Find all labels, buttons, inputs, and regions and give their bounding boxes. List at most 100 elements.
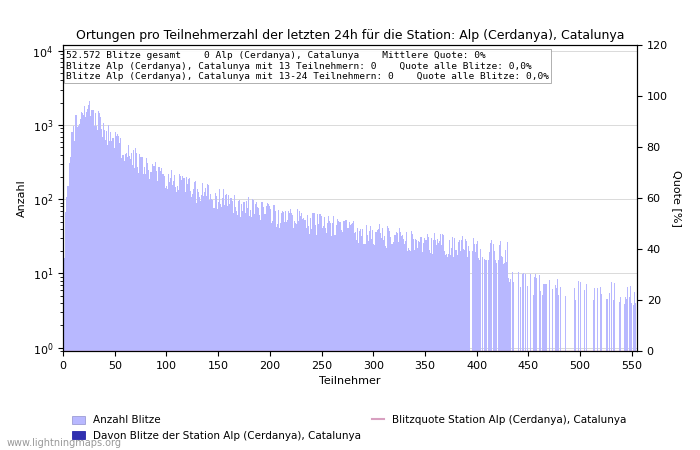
- Bar: [104, 130, 105, 450]
- Bar: [449, 240, 450, 450]
- Bar: [78, 126, 79, 450]
- Bar: [533, 296, 534, 450]
- Bar: [225, 195, 226, 450]
- Bar: [134, 168, 135, 450]
- Bar: [433, 240, 434, 450]
- Bar: [270, 209, 272, 450]
- Bar: [68, 186, 69, 450]
- Bar: [586, 284, 587, 450]
- Bar: [114, 148, 116, 450]
- Bar: [625, 297, 626, 450]
- Bar: [414, 250, 415, 450]
- Bar: [77, 127, 78, 450]
- Bar: [430, 238, 432, 450]
- Bar: [454, 238, 456, 450]
- Bar: [391, 244, 393, 450]
- Title: Ortungen pro Teilnehmerzahl der letzten 24h für die Station: Alp (Cerdanya), Cat: Ortungen pro Teilnehmerzahl der letzten …: [76, 29, 624, 42]
- Bar: [527, 286, 528, 450]
- Bar: [478, 258, 480, 450]
- Bar: [127, 145, 129, 450]
- Bar: [405, 241, 406, 450]
- Bar: [141, 157, 142, 450]
- Bar: [419, 242, 420, 450]
- Bar: [340, 222, 341, 450]
- Bar: [630, 287, 631, 450]
- Bar: [235, 207, 236, 450]
- Bar: [468, 246, 469, 450]
- Bar: [614, 283, 615, 450]
- Bar: [237, 216, 238, 450]
- Bar: [295, 223, 296, 450]
- Bar: [383, 240, 384, 450]
- Bar: [69, 163, 70, 450]
- Bar: [543, 284, 545, 450]
- Text: www.lightningmaps.org: www.lightningmaps.org: [7, 438, 122, 448]
- Bar: [488, 260, 489, 450]
- Bar: [272, 221, 274, 450]
- Bar: [125, 153, 127, 450]
- Bar: [476, 243, 477, 450]
- Bar: [102, 137, 103, 450]
- Bar: [289, 213, 290, 450]
- Bar: [335, 225, 337, 450]
- Bar: [332, 223, 333, 450]
- Bar: [145, 175, 146, 450]
- Bar: [287, 220, 288, 450]
- Bar: [285, 211, 286, 450]
- Bar: [597, 288, 598, 450]
- Bar: [539, 275, 540, 450]
- Bar: [318, 224, 319, 450]
- Bar: [387, 226, 388, 450]
- Bar: [284, 222, 285, 450]
- Bar: [629, 297, 630, 450]
- Bar: [359, 231, 360, 450]
- Bar: [461, 240, 462, 450]
- Bar: [177, 186, 178, 450]
- Bar: [443, 235, 444, 450]
- Bar: [381, 238, 382, 450]
- Bar: [183, 178, 185, 450]
- Bar: [417, 248, 419, 450]
- Bar: [626, 299, 627, 450]
- Bar: [496, 263, 497, 450]
- Bar: [540, 291, 541, 450]
- Bar: [203, 196, 204, 450]
- Bar: [593, 300, 594, 450]
- Bar: [382, 228, 383, 450]
- Bar: [276, 224, 278, 450]
- Bar: [372, 230, 373, 450]
- Bar: [365, 225, 367, 450]
- Bar: [85, 117, 86, 450]
- Bar: [549, 280, 550, 450]
- Bar: [142, 157, 144, 450]
- Bar: [66, 185, 68, 450]
- Bar: [252, 198, 253, 450]
- Bar: [103, 123, 104, 450]
- Bar: [189, 178, 190, 450]
- Bar: [166, 186, 167, 450]
- Bar: [501, 256, 502, 450]
- Bar: [239, 200, 240, 450]
- Bar: [132, 165, 133, 450]
- Bar: [389, 231, 391, 450]
- Bar: [163, 174, 164, 450]
- Bar: [133, 150, 134, 450]
- Bar: [606, 299, 608, 450]
- Bar: [168, 174, 169, 450]
- Bar: [578, 281, 579, 450]
- Bar: [206, 196, 207, 450]
- Bar: [462, 236, 463, 450]
- Bar: [315, 225, 316, 450]
- Bar: [230, 198, 231, 450]
- Bar: [505, 250, 506, 450]
- Bar: [634, 292, 636, 450]
- Bar: [395, 232, 396, 450]
- Bar: [494, 251, 495, 450]
- Bar: [244, 213, 246, 450]
- Bar: [442, 234, 443, 450]
- Bar: [304, 220, 305, 450]
- Bar: [411, 231, 412, 450]
- Bar: [71, 131, 72, 450]
- Bar: [472, 251, 473, 450]
- Bar: [129, 156, 130, 450]
